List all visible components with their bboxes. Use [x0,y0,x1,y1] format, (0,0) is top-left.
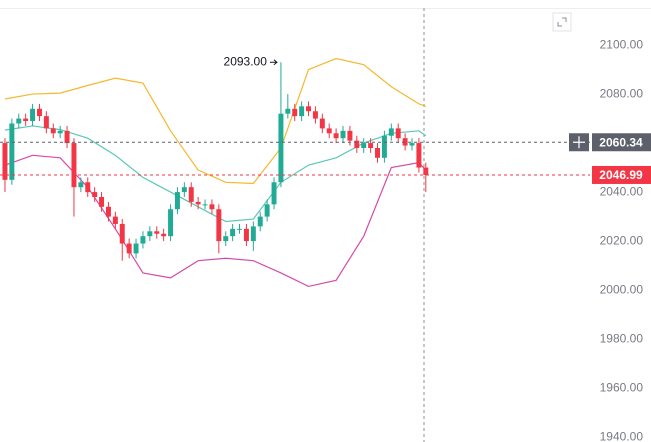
candle-body [237,228,243,230]
candle-body [250,226,256,242]
bollinger-band [4,125,427,223]
add-button-icon[interactable] [573,136,585,149]
candle-body [57,130,63,134]
candle-body [333,133,339,139]
candle-body [174,192,180,210]
candle-body [257,216,263,227]
candle-body [64,130,70,144]
y-tick-label: 1960.00 [600,380,644,394]
candle-body [306,106,312,112]
candle-body [112,216,118,224]
high-annotation: 2093.00 [224,54,268,68]
candle-body [285,108,291,114]
price-label: 2046.99 [599,168,643,182]
candle-body [168,209,174,237]
price-label: 2060.34 [599,135,643,149]
candle-body [105,206,111,217]
add-button[interactable] [569,133,589,152]
y-tick-label: 1940.00 [600,429,644,442]
y-tick-label: 2000.00 [600,282,644,296]
candle-body [9,123,15,180]
y-tick-label: 2100.00 [600,37,644,51]
candle-body [50,128,56,134]
candle-body [375,147,380,158]
candle-body [340,130,346,139]
candle-body [299,106,305,117]
candle-body [71,143,77,188]
bollinger-band [4,57,427,185]
candle-body [361,143,367,148]
candle-body [395,128,401,139]
y-tick-label: 2020.00 [600,233,644,247]
candle-body [181,187,187,193]
candle-body [202,204,208,206]
candle-body [423,167,429,175]
candle-body [2,143,8,180]
candle-body [223,236,229,242]
candle-body [388,128,394,136]
candle-body [264,204,270,217]
candle-body [326,128,332,134]
candle-body [381,135,387,158]
candle-body [126,243,132,254]
candle-body [402,138,408,146]
y-tick-label: 1980.00 [600,331,644,345]
candle-body [416,143,422,168]
fullscreen-icon[interactable] [552,12,572,32]
fullscreen-box[interactable] [552,12,572,32]
candle-body [119,223,125,244]
candle-body [154,231,160,234]
candle-body [243,228,249,242]
candle-body [312,111,318,119]
candle-body [16,118,22,124]
bollinger-band [4,154,427,288]
candle-body [368,143,374,148]
candle-body [188,187,194,202]
candle-body [409,143,415,146]
candle-body [292,108,298,117]
candle-body [230,228,236,237]
price-label-box [592,133,651,152]
candle-body [271,182,277,205]
candle-body [147,231,153,237]
candle-body [43,116,49,129]
candle-body [161,233,167,237]
candle-body [92,192,98,197]
y-tick-label: 2080.00 [600,86,644,100]
high-annotation-arrow [269,59,278,66]
candle-body [36,108,42,117]
candle-body [99,196,105,207]
fullscreen-arrows[interactable] [557,17,567,27]
candle-body [195,201,201,205]
candle-body [85,182,91,193]
candle-body [278,113,284,183]
candle-body [347,130,353,141]
candle-body [78,182,84,188]
candle-body [209,204,215,210]
candle-body [354,140,360,148]
candle-body [23,118,29,122]
price-label-box [592,165,651,184]
candle-body [319,118,325,129]
candle-body [30,108,36,122]
candle-body [133,243,139,254]
y-tick-label: 2040.00 [600,184,644,198]
candle-body [140,236,146,244]
candle-body [216,209,222,242]
